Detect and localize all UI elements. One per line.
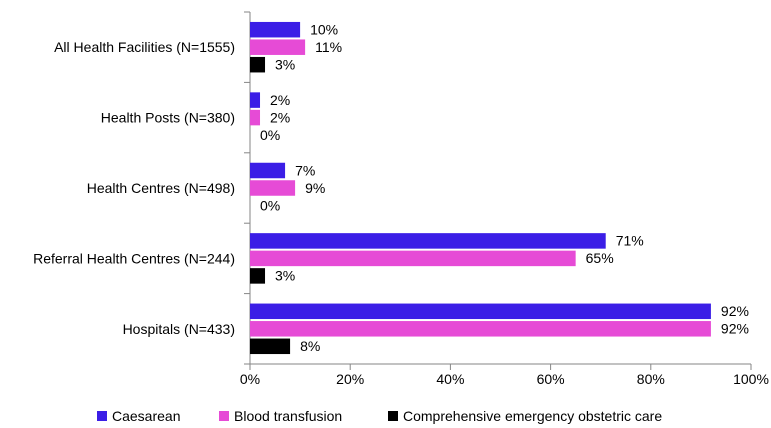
data-label: 92%: [721, 321, 749, 337]
data-label: 0%: [260, 197, 280, 213]
data-label: 0%: [260, 127, 280, 143]
bar: [250, 268, 266, 284]
x-tick-label: 0%: [240, 371, 260, 387]
bar: [250, 109, 261, 126]
data-label: 92%: [721, 303, 749, 319]
data-label: 9%: [305, 180, 325, 196]
data-label: 2%: [270, 109, 290, 125]
bar: [250, 233, 606, 249]
x-tick-label: 60%: [537, 371, 565, 387]
data-label: 2%: [270, 92, 290, 108]
bar: [250, 321, 711, 337]
bar: [250, 56, 266, 73]
data-label: 65%: [586, 250, 614, 266]
category-label: Health Centres (N=498): [87, 180, 235, 196]
bar: [250, 303, 711, 320]
legend: Caesarean Blood transfusion Comprehensive …: [97, 408, 662, 424]
category-label: All Health Facilities (N=1555): [54, 39, 235, 55]
bar: [250, 338, 291, 355]
legend-label: Caesarean: [112, 408, 181, 424]
bar: [250, 39, 306, 55]
legend-swatch: [388, 411, 398, 421]
category-label: Hospitals (N=433): [123, 321, 235, 337]
legend-swatch: [97, 411, 107, 421]
legend-swatch: [219, 411, 229, 421]
legend-label: Comprehensive emergency obstetric care: [403, 408, 662, 424]
bar: [250, 180, 296, 196]
bar: [250, 92, 261, 108]
category-label: Health Posts (N=380): [101, 110, 235, 126]
legend-label: Blood transfusion: [234, 408, 342, 424]
data-label: 3%: [275, 268, 295, 284]
data-label: 7%: [295, 162, 315, 178]
x-tick-label: 20%: [336, 371, 364, 387]
data-label: 10%: [310, 21, 338, 37]
x-tick-label: 100%: [733, 371, 769, 387]
data-label: 3%: [275, 56, 295, 72]
data-label: 71%: [616, 233, 644, 249]
category-labels: All Health Facilities (N=1555) Health Pos…: [33, 39, 235, 337]
bar: [250, 21, 301, 38]
bar: [250, 162, 286, 179]
data-label: 11%: [315, 39, 342, 55]
x-tick-label: 40%: [436, 371, 464, 387]
data-labels: 10% 11% 3% 2%2% 0% 7% 9% 0% 71%65% 3% 92% 92% 8%: [260, 21, 749, 354]
bars: [250, 21, 711, 355]
x-tick-label: 80%: [637, 371, 665, 387]
bar: [250, 250, 576, 267]
x-tick-labels: 0% 20% 40% 60% 80% 100%: [240, 371, 769, 387]
data-label: 8%: [300, 338, 320, 354]
category-label: Referral Health Centres (N=244): [33, 250, 235, 266]
